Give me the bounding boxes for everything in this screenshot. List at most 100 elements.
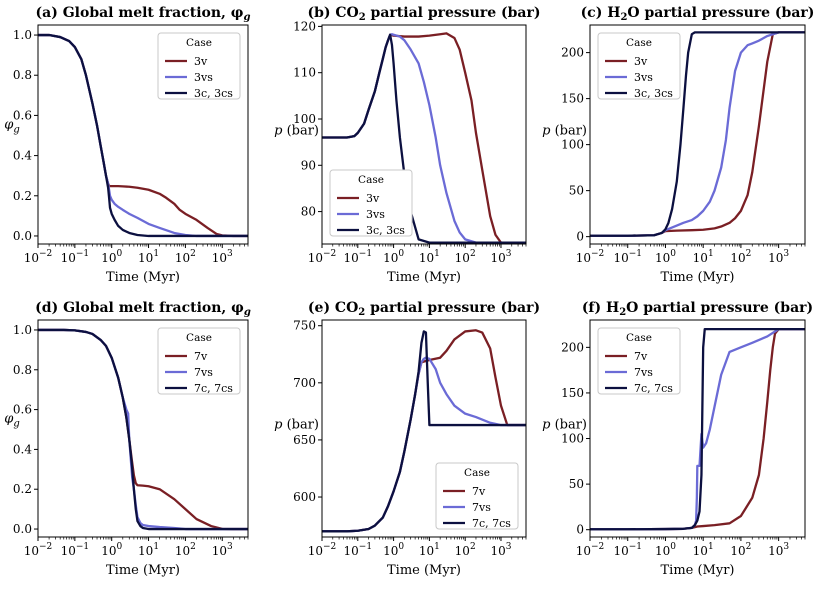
legend-title: Case <box>626 332 652 344</box>
legend-box <box>597 32 681 100</box>
y-tick-label: 0 <box>576 230 584 244</box>
y-tick-label: 50 <box>569 184 584 198</box>
x-tick-label: 102 <box>175 249 196 265</box>
x-tick-label: 103 <box>490 249 511 265</box>
series-line-7c-7cs <box>590 327 805 531</box>
x-tick-label: 10−2 <box>24 542 53 558</box>
y-axis-label: p (bar) <box>274 124 319 139</box>
x-axis-label: Time (Myr) <box>387 270 461 285</box>
y-axis-label: p (bar) <box>542 418 587 433</box>
y-axis-label: p (bar) <box>274 418 319 433</box>
y-tick-label: 0.2 <box>13 482 32 496</box>
x-tick-label: 100 <box>383 542 404 558</box>
legend: Case 3v 3vs 3c, 3cs <box>329 169 413 237</box>
x-tick-label: 101 <box>693 249 714 265</box>
legend-entry: 3vs <box>194 71 213 84</box>
legend: Case 3v 3vs 3c, 3cs <box>157 32 241 100</box>
x-tick-label: 103 <box>212 542 233 558</box>
legend-entry: 7vs <box>472 501 491 514</box>
panel-title: (a) Global melt fraction, φg <box>36 5 251 23</box>
x-tick-label: 10−1 <box>613 249 642 265</box>
y-tick-label: 0.8 <box>13 363 32 377</box>
legend-title: Case <box>464 467 490 479</box>
x-tick-label: 10−2 <box>576 542 605 558</box>
y-tick-label: 100 <box>561 138 584 152</box>
y-axis-label: p (bar) <box>542 124 587 139</box>
panel-title: (f) H2O partial pressure (bar) <box>582 300 813 318</box>
x-tick-label: 102 <box>455 542 476 558</box>
y-tick-label: 0.6 <box>13 108 32 122</box>
legend-box <box>157 32 241 100</box>
x-tick-label: 103 <box>490 542 511 558</box>
y-tick-label: 0.4 <box>13 149 32 163</box>
legend: Case 7v 7vs 7c, 7cs <box>435 462 519 530</box>
legend-title: Case <box>358 174 384 186</box>
y-tick-label: 0.0 <box>13 229 32 243</box>
y-tick-label: 80 <box>301 205 316 219</box>
legend-box <box>157 327 241 395</box>
x-tick-label: 10−1 <box>344 249 373 265</box>
x-tick-label: 102 <box>455 249 476 265</box>
panel-f: (f) H2O partial pressure (bar) 10−2 10−1 10… <box>542 300 813 578</box>
panel-e: (e) CO2 partial pressure (bar) 10−2 10−1 10… <box>274 300 540 578</box>
legend-entry: 3c, 3cs <box>366 224 405 237</box>
y-tick-label: 90 <box>301 158 316 172</box>
y-tick-label: 750 <box>293 319 316 333</box>
x-tick-label: 102 <box>730 249 751 265</box>
x-tick-label: 10−2 <box>576 249 605 265</box>
legend-title: Case <box>186 332 212 344</box>
y-tick-label: 1.0 <box>13 28 32 42</box>
x-tick-label: 10−2 <box>308 249 337 265</box>
x-tick-label: 101 <box>138 542 159 558</box>
legend-entry: 7vs <box>194 366 213 379</box>
legend-box <box>597 327 681 395</box>
panel-c: (c) H2O partial pressure (bar) 10−2 10−1 10… <box>542 5 814 285</box>
y-tick-label: 110 <box>293 66 316 80</box>
x-tick-label: 101 <box>419 542 440 558</box>
series-line-3c-3cs <box>38 33 248 238</box>
y-axis-label: φg <box>4 412 20 430</box>
panel-a: (a) Global melt fraction, φg 10−2 10−1 100 1… <box>4 5 250 285</box>
x-axis-label: Time (Myr) <box>106 270 180 285</box>
x-tick-label: 100 <box>101 249 122 265</box>
x-tick-label: 10−1 <box>613 542 642 558</box>
y-tick-label: 120 <box>293 19 316 33</box>
legend-entry: 7vs <box>634 366 653 379</box>
x-tick-label: 100 <box>383 249 404 265</box>
legend-entry: 3vs <box>366 208 385 221</box>
series-line-7c-7cs <box>38 328 248 531</box>
y-tick-label: 0.2 <box>13 189 32 203</box>
panel-title: (e) CO2 partial pressure (bar) <box>308 300 540 318</box>
x-axis-label: Time (Myr) <box>106 563 180 578</box>
legend: Case 3v 3vs 3c, 3cs <box>597 32 681 100</box>
x-tick-label: 100 <box>101 542 122 558</box>
y-tick-label: 100 <box>561 432 584 446</box>
x-tick-label: 10−2 <box>308 542 337 558</box>
y-tick-label: 0.4 <box>13 442 32 456</box>
legend-entry: 3v <box>194 55 208 68</box>
legend-box <box>329 169 413 237</box>
legend: Case 7v 7vs 7c, 7cs <box>157 327 241 395</box>
legend-entry: 7c, 7cs <box>194 382 233 395</box>
y-tick-label: 200 <box>561 46 584 60</box>
legend-title: Case <box>626 37 652 49</box>
legend-entry: 3vs <box>634 71 653 84</box>
legend-entry: 3v <box>366 192 380 205</box>
legend-entry: 3c, 3cs <box>194 87 233 100</box>
y-tick-label: 1.0 <box>13 323 32 337</box>
legend-entry: 7c, 7cs <box>472 517 511 530</box>
x-axis-label: Time (Myr) <box>387 563 461 578</box>
legend-box <box>435 462 519 530</box>
y-tick-label: 50 <box>569 477 584 491</box>
x-tick-label: 103 <box>768 249 789 265</box>
x-tick-label: 10−1 <box>61 249 90 265</box>
x-tick-label: 100 <box>655 542 676 558</box>
y-tick-label: 600 <box>293 490 316 504</box>
legend-entry: 7c, 7cs <box>634 382 673 395</box>
x-tick-label: 103 <box>212 249 233 265</box>
legend-entry: 7v <box>194 350 208 363</box>
legend: Case 7v 7vs 7c, 7cs <box>597 327 681 395</box>
x-tick-label: 101 <box>419 249 440 265</box>
x-tick-label: 10−2 <box>24 249 53 265</box>
y-tick-label: 700 <box>293 376 316 390</box>
